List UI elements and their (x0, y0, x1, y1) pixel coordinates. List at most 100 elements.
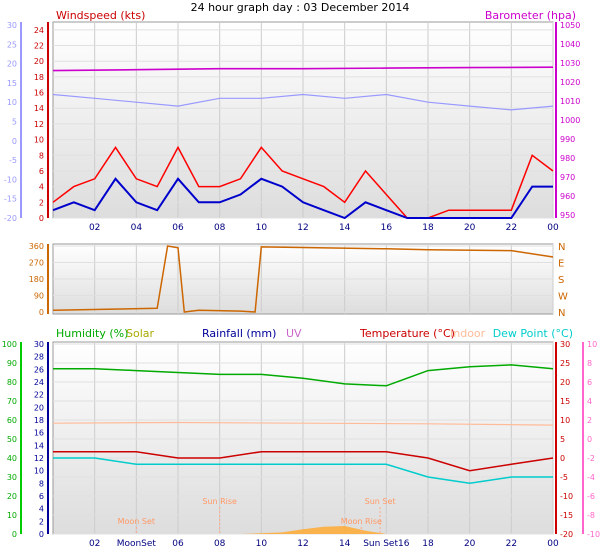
rainfall-tick-label: 26 (34, 365, 44, 374)
barometer-tick-label: 1010 (560, 97, 580, 106)
temperature-legend: Temperature (°C) (359, 327, 455, 340)
rainfall-tick-label: 30 (34, 340, 44, 349)
uv-tick-label: 6 (587, 378, 592, 387)
blue-tick-label: 5 (12, 118, 17, 127)
wind-tick-label: 18 (34, 73, 44, 82)
uv-tick-label: 10 (587, 340, 597, 349)
wind-tick-label: 2 (39, 198, 44, 207)
temperature-tick-label: -5 (560, 473, 568, 482)
wind-gridlines (53, 22, 554, 219)
rainfall-tick-label: 6 (39, 492, 44, 501)
barometer-tick-label: 970 (560, 173, 575, 182)
humidity-legend: Humidity (%) (56, 327, 128, 340)
compass-label: N (558, 308, 565, 319)
humidity-tick-label: 10 (7, 511, 17, 520)
wind-axes: 02 04 06 08 10 12 14 16 18 20 22 000246810121416182… (4, 21, 580, 233)
humidity-line (53, 364, 554, 387)
blue-tick-label: 0 (12, 137, 17, 146)
humidity-tick-label: 30 (7, 473, 17, 482)
temperature-tick-label: 10 (560, 416, 570, 425)
humidity-tick-label: 20 (7, 492, 17, 501)
temperature-tick-label: -15 (560, 511, 573, 520)
wind-tick-label: 4 (39, 183, 44, 192)
humidity-tick-label: 100 (2, 340, 17, 349)
rainfall-tick-label: 2 (39, 517, 44, 526)
uv-tick-label: -10 (587, 530, 600, 539)
rainfall-tick-label: 12 (34, 454, 44, 463)
temp-scale-line (52, 93, 554, 111)
x-tick-label: 12 (297, 223, 308, 233)
uv-legend: UV (286, 327, 302, 340)
annotation-label: Sun Rise (202, 497, 237, 506)
blue-tick-label: 30 (7, 21, 17, 30)
barometer-tick-label: 1050 (560, 21, 580, 30)
wind-tick-label: 24 (34, 26, 44, 35)
compass-label: E (558, 259, 564, 270)
wind-tick-label: 16 (34, 89, 44, 98)
rainfall-tick-label: 18 (34, 416, 44, 425)
x-tick-label: 06 (172, 223, 184, 233)
direction-tick-label: 360 (29, 242, 44, 251)
wind-tick-label: 12 (34, 120, 44, 129)
humidity-tick-label: 0 (12, 530, 17, 539)
blue-tick-label: 15 (7, 79, 17, 88)
page-title: 24 hour graph day : 03 December 2014 (191, 1, 410, 14)
rainfall-tick-label: 16 (34, 429, 44, 438)
blue-tick-label: -15 (4, 195, 17, 204)
solar-area (240, 526, 387, 534)
compass-label: W (558, 292, 568, 303)
rainfall-tick-label: 14 (34, 441, 44, 450)
barometer-tick-label: 990 (560, 135, 575, 144)
temperature-tick-label: 0 (560, 454, 565, 463)
annotation-label: Moon Rise (341, 517, 382, 526)
wind-tick-label: 14 (34, 104, 44, 113)
compass-label: N (558, 242, 565, 253)
barometer-tick-label: 960 (560, 192, 575, 201)
uv-tick-label: -2 (587, 454, 595, 463)
x-tick-label: 20 (464, 223, 476, 233)
humidity-tick-label: 80 (7, 378, 17, 387)
x-tick-label: 22 (506, 539, 517, 549)
wind-tick-label: 0 (39, 214, 44, 223)
blue-tick-label: 20 (7, 60, 17, 69)
uv-tick-label: 2 (587, 416, 592, 425)
barometer-legend: Barometer (hpa) (485, 9, 576, 22)
humidity-tick-label: 70 (7, 397, 17, 406)
indoor-legend: Indoor (450, 327, 486, 340)
dewpoint-legend: Dew Point (°C) (493, 327, 573, 340)
x-tick-label: Sun Set16 (363, 539, 409, 549)
humidity-tick-label: 50 (7, 435, 17, 444)
direction-gridlines (53, 244, 554, 314)
humidity-tick-label: 40 (7, 454, 17, 463)
x-tick-label: 00 (547, 223, 559, 233)
x-tick-label: 04 (131, 223, 143, 233)
x-tick-label: 08 (214, 223, 226, 233)
barometer-tick-label: 1030 (560, 59, 580, 68)
wind-tick-label: 10 (34, 136, 44, 145)
uv-tick-label: -4 (587, 473, 595, 482)
x-tick-label: 02 (89, 223, 100, 233)
x-tick-label: 14 (339, 539, 351, 549)
barometer-line (52, 66, 554, 72)
barometer-tick-label: 980 (560, 154, 575, 163)
uv-tick-label: -6 (587, 492, 595, 501)
barometer-tick-label: 1040 (560, 40, 580, 49)
x-tick-label: 22 (506, 223, 517, 233)
windspeed-line (52, 145, 554, 219)
temperature-tick-label: 5 (560, 435, 565, 444)
barometer-tick-label: 1000 (560, 116, 580, 125)
temperature-tick-label: -10 (560, 492, 573, 501)
solar-legend: Solar (126, 327, 155, 340)
rainfall-legend: Rainfall (mm) (202, 327, 276, 340)
direction-tick-label: 180 (29, 275, 44, 284)
wind-direction-line (52, 245, 554, 313)
annotation-label: Sun Set (365, 497, 396, 506)
temperature-tick-label: 20 (560, 378, 570, 387)
temperature-tick-label: -20 (560, 530, 573, 539)
wind-series (52, 66, 554, 220)
rainfall-tick-label: 4 (39, 505, 44, 514)
uv-tick-label: 4 (587, 397, 592, 406)
uv-tick-label: 0 (587, 435, 592, 444)
direction-tick-label: 270 (29, 259, 44, 268)
